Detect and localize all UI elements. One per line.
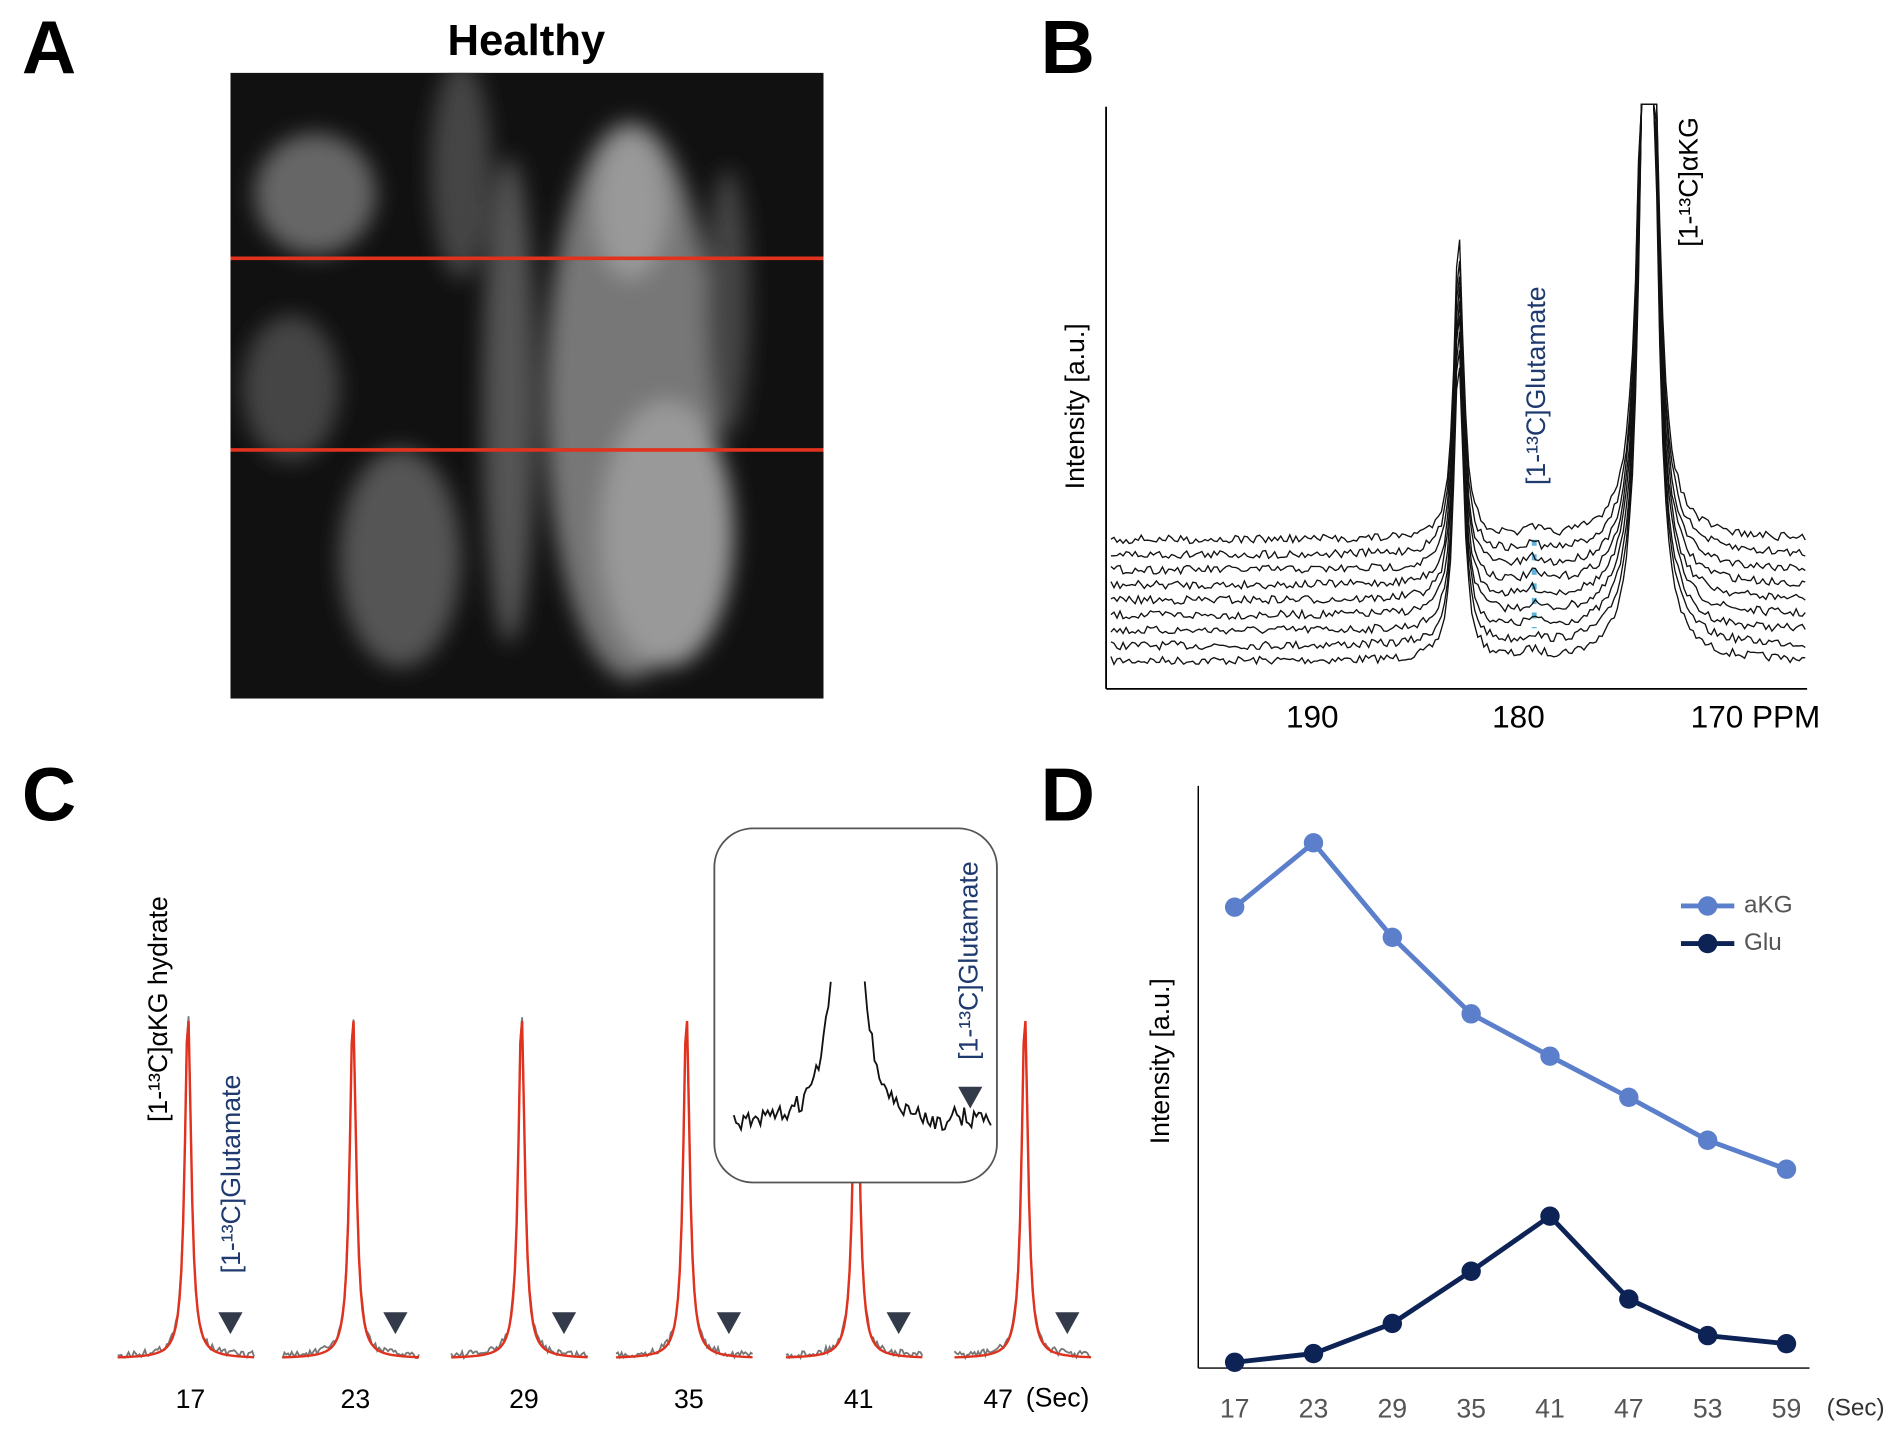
legend-label: Glu [1744,929,1782,956]
mri-image [230,72,824,699]
x-tick-label: 170 PPM [1691,699,1821,735]
inset-box [713,827,998,1184]
time-label: 47 [983,1384,1013,1414]
spectrum-trace [1110,103,1806,545]
spectrum-trace [1110,103,1806,591]
glutamate-marker [383,1312,408,1335]
data-point [1619,1289,1639,1309]
inset-label: [1-¹³C]Glutamate [953,861,983,1060]
y-axis-label: Intensity [a.u.] [1060,323,1090,489]
data-point [1461,1261,1481,1281]
data-point [1224,897,1245,917]
glutamate-marker [218,1312,243,1335]
data-point [1776,1159,1797,1179]
x-tick-label: 190 [1286,699,1339,735]
spectrum-trace [1110,103,1806,666]
x-tick-label: 23 [1299,1394,1329,1424]
panel-label: B [1041,5,1095,89]
series-line [1234,1212,1787,1365]
spectrum-trace [1110,103,1806,620]
time-label: 23 [341,1384,371,1414]
panel-b: Intensity [a.u.] [1-¹³C]Glutamate [1-¹³C… [1060,103,1821,735]
spectrum-fit [451,1020,588,1359]
data-point [1382,1313,1403,1334]
data-point [1382,927,1403,948]
x-tick-label: 29 [1377,1394,1407,1424]
data-point [1619,1087,1639,1108]
legend-swatch [1697,933,1718,954]
glutamate-marker [1055,1312,1080,1335]
panel-label: A [22,5,76,89]
time-label: 41 [844,1384,874,1414]
panel-label: C [22,752,76,836]
data-point [1303,1343,1324,1364]
annotation: [1-¹³C]Glutamate [1521,286,1551,485]
x-tick-label: 53 [1693,1394,1723,1424]
spectrum-fit [616,1020,753,1359]
x-unit: (Sec) [1827,1395,1885,1422]
glutamate-marker [551,1312,577,1335]
spectrum-fit [954,1020,1091,1359]
spectrum-trace [1110,103,1806,576]
time-label: 17 [176,1384,206,1414]
spectrum-fit [117,1020,255,1359]
spectrum-trace [1110,103,1806,606]
glutamate-marker [958,1086,983,1109]
x-tick-label: 41 [1535,1394,1565,1424]
inset-trace [732,981,992,1133]
spectrum-trace [1110,103,1806,560]
image-title: Healthy [448,16,606,65]
glutamate-marker [716,1312,742,1335]
time-label: 35 [674,1384,704,1414]
x-tick-label: 17 [1220,1394,1250,1424]
data-point [1540,1206,1560,1226]
annotation: [1-¹³C]αKG [1674,117,1704,247]
x-tick-label: 180 [1492,699,1545,735]
x-tick-label: 59 [1772,1394,1802,1424]
time-label: 29 [509,1384,539,1414]
annotation: [1-¹³C]Glutamate [216,1075,246,1274]
panel-c: [1-¹³C]αKG hydrate [1-¹³C]Glutamate 17 23… [117,827,1092,1414]
data-point [1461,1004,1481,1024]
data-point [1540,1046,1560,1066]
annotation: [1-¹³C]αKG hydrate [143,896,173,1122]
glutamate-marker [886,1312,911,1335]
x-tick-label: 35 [1456,1394,1486,1424]
data-point [1697,1130,1718,1150]
data-point [1224,1352,1245,1372]
data-point [1697,1325,1718,1346]
spectrum-fit [282,1020,420,1359]
series-line [1233,839,1788,1172]
data-point [1776,1334,1797,1354]
spectrum-trace [1110,103,1806,652]
panel-d: Intensity [a.u.] (Sec) 17 23 29 35 41 47 53 59 a… [1145,785,1885,1424]
legend-swatch [1697,896,1718,916]
panel-label: D [1041,752,1095,836]
spectrum-trace [1110,103,1806,635]
x-tick-label: 47 [1614,1394,1644,1424]
x-unit: (Sec) [1026,1383,1090,1413]
data-point [1303,833,1324,853]
y-axis-label: Intensity [a.u.] [1145,978,1175,1144]
legend-label: aKG [1744,891,1793,918]
